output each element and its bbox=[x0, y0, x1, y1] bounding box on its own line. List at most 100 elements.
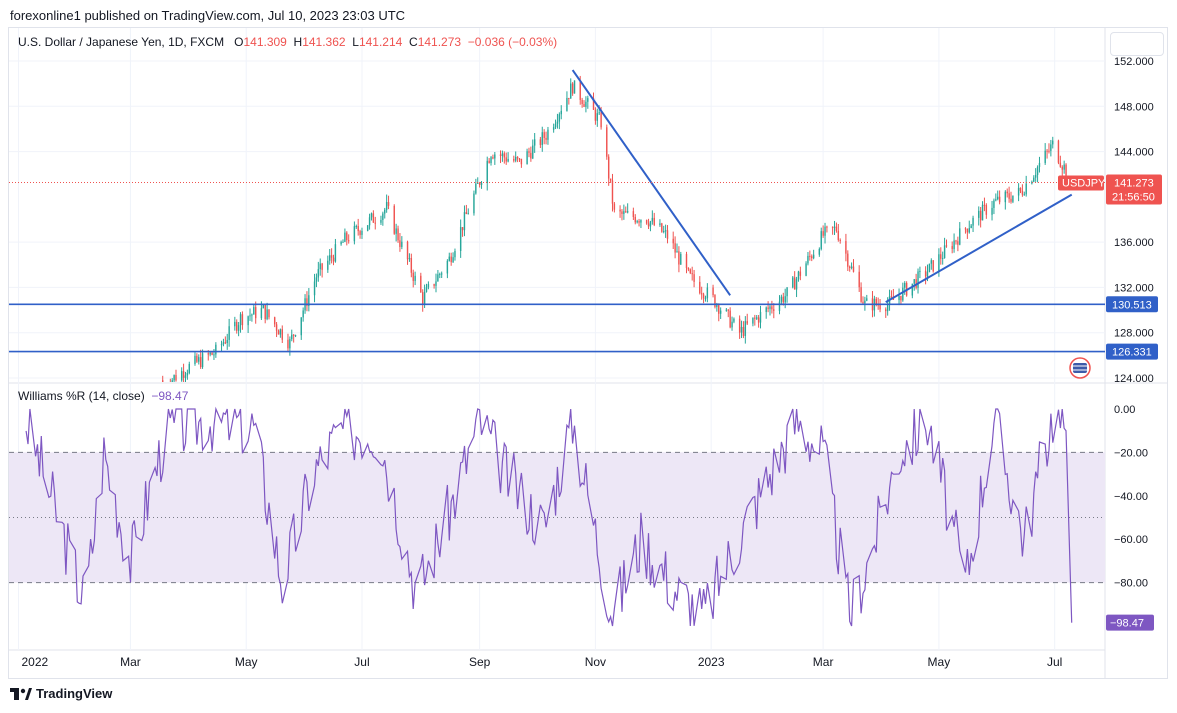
candle-body bbox=[268, 309, 270, 318]
candle-body bbox=[780, 296, 783, 302]
candle-body bbox=[566, 97, 568, 111]
candle-body bbox=[797, 271, 800, 280]
candle-body bbox=[674, 243, 676, 253]
candle-body bbox=[687, 267, 690, 270]
price-label-bg bbox=[1106, 343, 1158, 360]
candle-body bbox=[1050, 144, 1052, 151]
candle-body bbox=[875, 298, 877, 305]
candle-body bbox=[412, 272, 414, 281]
candle-body bbox=[480, 183, 483, 185]
candle-body bbox=[640, 220, 642, 223]
candle-body bbox=[182, 371, 185, 378]
toolbar-box[interactable] bbox=[1110, 32, 1164, 56]
candle-body bbox=[1044, 150, 1046, 163]
candle-body bbox=[168, 386, 169, 387]
candle-body bbox=[1025, 183, 1027, 195]
candle-body bbox=[585, 101, 587, 107]
candle-body bbox=[215, 344, 217, 355]
candle-body bbox=[826, 226, 828, 228]
candle-body bbox=[207, 353, 209, 355]
candle-body bbox=[294, 335, 297, 337]
open-label: O bbox=[234, 35, 244, 49]
candle-body bbox=[366, 225, 369, 231]
candle-body bbox=[552, 127, 555, 130]
candle-body bbox=[792, 277, 794, 288]
candle-body bbox=[433, 284, 435, 286]
candle-body bbox=[313, 281, 316, 296]
candle-body bbox=[904, 282, 906, 288]
candle-body bbox=[477, 182, 479, 184]
candle-body bbox=[465, 212, 468, 215]
candle-body bbox=[329, 255, 331, 261]
candle-body bbox=[239, 314, 242, 326]
candle-body bbox=[811, 256, 813, 259]
x-tick-label: Sep bbox=[469, 655, 491, 669]
trendline bbox=[885, 193, 1073, 304]
candle-body bbox=[425, 287, 428, 292]
support-price-label: 130.513 bbox=[1112, 299, 1152, 311]
candle-body bbox=[902, 287, 904, 301]
candle-body bbox=[357, 225, 359, 232]
candle-body bbox=[532, 145, 534, 159]
candle-body bbox=[560, 110, 562, 115]
candle-body bbox=[613, 203, 616, 210]
candle-body bbox=[718, 305, 720, 314]
x-tick-label: May bbox=[928, 655, 951, 669]
candle-body bbox=[932, 260, 934, 272]
candle-body bbox=[454, 250, 456, 258]
candle-body bbox=[570, 83, 572, 99]
candle-body bbox=[609, 178, 612, 181]
candle-body bbox=[395, 228, 397, 234]
candle-body bbox=[547, 129, 549, 140]
tradingview-footer[interactable]: TradingView bbox=[10, 686, 112, 701]
candle-body bbox=[647, 223, 650, 227]
candle-body bbox=[439, 273, 441, 275]
candle-body bbox=[346, 232, 348, 241]
candle-body bbox=[228, 326, 230, 340]
candle-body bbox=[452, 257, 454, 263]
candle-body bbox=[281, 329, 283, 340]
candle-body bbox=[858, 271, 860, 288]
candle-body bbox=[1048, 150, 1050, 152]
candle-body bbox=[194, 355, 196, 364]
candle-body bbox=[199, 357, 202, 368]
candle-body bbox=[778, 301, 781, 311]
candle-body bbox=[516, 156, 519, 159]
candle-body bbox=[222, 342, 225, 345]
candle-body bbox=[820, 231, 822, 250]
candle-body bbox=[716, 305, 718, 307]
candle-body bbox=[361, 230, 363, 235]
candle-body bbox=[467, 213, 469, 215]
candle-body bbox=[955, 240, 957, 242]
candle-body bbox=[275, 324, 278, 331]
candle-body bbox=[526, 151, 528, 165]
candle-body bbox=[822, 231, 824, 236]
candle-body bbox=[568, 97, 570, 99]
candle-body bbox=[812, 254, 815, 259]
candle-body bbox=[184, 375, 187, 378]
candle-body bbox=[1034, 174, 1037, 178]
candle-body bbox=[370, 213, 373, 218]
candle-body bbox=[719, 310, 722, 314]
candle-body bbox=[685, 254, 688, 268]
candle-body bbox=[327, 260, 329, 270]
symbol-tag: USDJPY bbox=[1062, 177, 1106, 189]
close-label: C bbox=[409, 35, 418, 49]
candle-body bbox=[649, 221, 652, 227]
candle-body bbox=[1038, 162, 1041, 167]
candle-body bbox=[953, 240, 955, 250]
candle-body bbox=[292, 334, 295, 336]
candle-body bbox=[1021, 190, 1024, 195]
candle-body bbox=[818, 249, 821, 255]
candle-body bbox=[848, 266, 851, 268]
candle-body bbox=[625, 211, 627, 213]
candle-body bbox=[251, 314, 253, 316]
candle-body bbox=[898, 295, 900, 300]
candle-body bbox=[632, 211, 635, 217]
candle-body bbox=[406, 241, 409, 260]
candle-body bbox=[399, 240, 401, 247]
candle-body bbox=[382, 213, 384, 220]
candle-body bbox=[254, 307, 257, 319]
indicator-value: −98.47 bbox=[151, 389, 189, 403]
